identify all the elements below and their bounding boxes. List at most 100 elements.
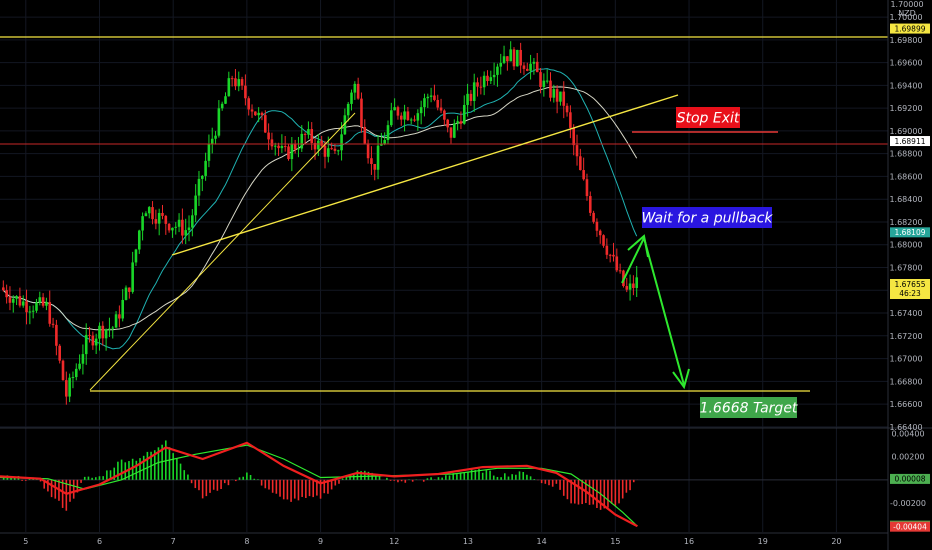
candle-body bbox=[15, 296, 18, 299]
candle-body bbox=[625, 286, 628, 290]
candle-body bbox=[188, 228, 191, 231]
candle-body bbox=[572, 128, 575, 145]
candle-body bbox=[304, 134, 307, 135]
candle-body bbox=[184, 230, 187, 235]
candle-body bbox=[486, 76, 489, 81]
pullback-label: Wait for a pullback bbox=[641, 211, 773, 227]
candle-body bbox=[496, 67, 499, 75]
candle-body bbox=[473, 82, 476, 101]
candle-body bbox=[204, 161, 207, 176]
candle-body bbox=[102, 326, 105, 339]
candle-body bbox=[337, 150, 340, 151]
candle-body bbox=[559, 92, 562, 102]
candle-body bbox=[198, 179, 201, 196]
candle-body bbox=[68, 378, 71, 397]
candle-body bbox=[350, 93, 353, 104]
candle-body bbox=[533, 62, 536, 64]
candle-body bbox=[546, 81, 549, 82]
price-tick-label: 1.67200 bbox=[889, 332, 922, 341]
candle-body bbox=[450, 127, 453, 137]
candle-body bbox=[407, 111, 410, 120]
candle-body bbox=[307, 129, 310, 135]
price-badge-label: 1.68911 bbox=[894, 137, 925, 146]
candle-body bbox=[247, 98, 250, 109]
price-tick-label: 1.66800 bbox=[889, 377, 922, 386]
candle-body bbox=[32, 311, 35, 312]
price-tick-label: 1.69000 bbox=[889, 127, 922, 136]
candle-body bbox=[367, 143, 370, 158]
candle-body bbox=[300, 134, 303, 149]
candle-body bbox=[221, 104, 224, 109]
candle-body bbox=[224, 96, 227, 104]
annotation-stop-exit[interactable]: Stop Exit bbox=[676, 107, 740, 128]
candle-body bbox=[436, 100, 439, 108]
candle-body bbox=[287, 146, 290, 159]
candle-body bbox=[125, 288, 128, 300]
candle-body bbox=[596, 222, 599, 231]
price-badge-label: 1.67655 bbox=[894, 280, 925, 289]
macd-tick-label: 0.00400 bbox=[891, 429, 924, 438]
candle-body bbox=[426, 97, 429, 98]
countdown-label: 46:23 bbox=[899, 289, 921, 298]
candle-body bbox=[62, 361, 65, 380]
candle-body bbox=[619, 270, 622, 271]
candle-body bbox=[194, 196, 197, 216]
candle-body bbox=[463, 105, 466, 124]
candle-body bbox=[480, 87, 483, 88]
candle-body bbox=[380, 144, 383, 145]
candle-body bbox=[310, 129, 313, 143]
candle-body bbox=[513, 49, 516, 66]
candle-body bbox=[108, 329, 111, 330]
annotation-target[interactable]: 1.6668 Target bbox=[700, 397, 798, 418]
time-tick-label: 5 bbox=[23, 537, 28, 546]
candle-body bbox=[556, 89, 559, 102]
price-tick-label: 1.67000 bbox=[889, 355, 922, 364]
candle-body bbox=[218, 108, 221, 135]
candle-body bbox=[174, 227, 177, 228]
candle-body bbox=[503, 56, 506, 63]
candle-body bbox=[592, 213, 595, 222]
candle-body bbox=[234, 78, 237, 86]
candle-body bbox=[29, 311, 32, 312]
candle-body bbox=[158, 213, 161, 224]
candle-body bbox=[105, 330, 108, 339]
candle-body bbox=[499, 63, 502, 67]
macd-tick-label: -0.00200 bbox=[890, 499, 926, 508]
candle-body bbox=[211, 139, 214, 145]
time-tick-label: 12 bbox=[389, 537, 399, 546]
candle-body bbox=[629, 283, 632, 289]
candle-body bbox=[589, 196, 592, 213]
candle-body bbox=[609, 255, 612, 256]
candle-body bbox=[602, 235, 605, 246]
candle-body bbox=[347, 104, 350, 115]
candle-body bbox=[393, 107, 396, 110]
price-tick-label: 1.67800 bbox=[889, 264, 922, 273]
candle-body bbox=[579, 156, 582, 170]
annotation-pullback[interactable]: Wait for a pullback bbox=[641, 207, 773, 228]
candle-body bbox=[25, 301, 28, 312]
price-badge-label: -0.00404 bbox=[893, 522, 927, 531]
price-tick-label: 1.68800 bbox=[889, 150, 922, 159]
candle-body bbox=[22, 301, 25, 305]
candle-body bbox=[228, 78, 231, 96]
price-badge-label: 0.00008 bbox=[894, 475, 925, 484]
time-tick-label: 15 bbox=[610, 537, 620, 546]
candle-body bbox=[65, 380, 68, 396]
candle-body bbox=[330, 148, 333, 149]
candle-body bbox=[201, 176, 204, 179]
target-label: 1.6668 Target bbox=[700, 401, 798, 417]
candle-body bbox=[72, 377, 75, 378]
candle-body bbox=[549, 81, 552, 98]
candle-body bbox=[148, 207, 151, 213]
candle-body bbox=[237, 79, 240, 86]
candle-body bbox=[128, 288, 131, 292]
candle-body bbox=[5, 290, 8, 297]
price-tick-label: 1.68200 bbox=[889, 218, 922, 227]
candle-body bbox=[433, 96, 436, 100]
candle-body bbox=[241, 79, 244, 86]
candle-body bbox=[413, 120, 416, 121]
candle-body bbox=[271, 139, 274, 146]
candle-body bbox=[55, 325, 58, 346]
candle-body bbox=[354, 84, 357, 93]
